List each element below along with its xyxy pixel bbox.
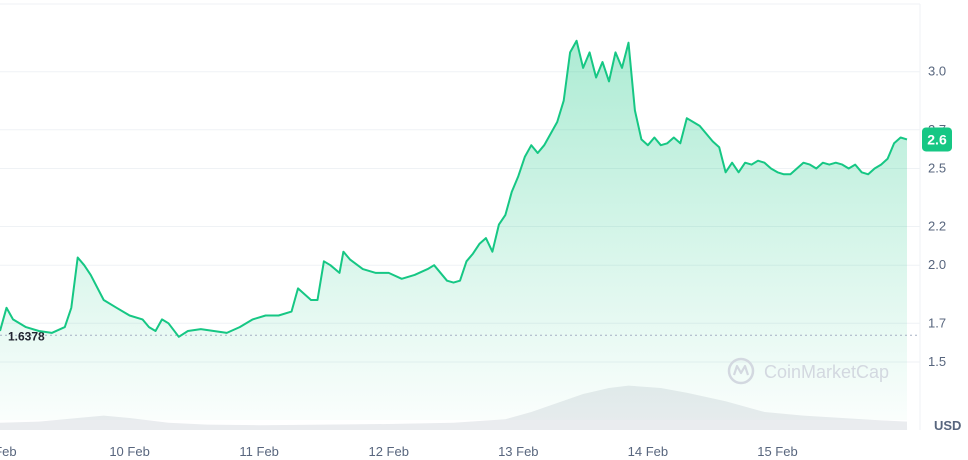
y-tick-label: 1.5 <box>928 354 946 369</box>
price-area-shape <box>0 40 907 421</box>
coinmarketcap-logo-icon <box>727 357 755 385</box>
watermark-text: CoinMarketCap <box>764 362 889 382</box>
x-tick-label: 15 Feb <box>757 444 797 459</box>
price-line <box>0 39 908 338</box>
watermark: CoinMarketCap <box>727 357 889 385</box>
price-line-layer <box>0 39 908 338</box>
x-tick-label: 10 Feb <box>109 444 149 459</box>
price-badge-label: 2.6 <box>927 131 947 147</box>
x-tick-label: 13 Feb <box>498 444 538 459</box>
x-tick-label: 9 Feb <box>0 444 17 459</box>
baseline-label: 1.6378 <box>8 329 45 343</box>
price-badge-bg <box>922 127 952 152</box>
x-tick-label: 12 Feb <box>368 444 408 459</box>
y-tick-label: 2.0 <box>928 257 946 272</box>
x-axis: 9 Feb 10 Feb 11 Feb 12 Feb 13 Feb 14 Feb 15 Fe… <box>0 444 798 459</box>
y-tick-label: 3.0 <box>928 64 946 79</box>
price-area-fill <box>0 40 907 421</box>
currency-label: USD <box>934 418 961 433</box>
x-tick-label: 11 Feb <box>239 444 279 459</box>
y-tick-label: 2.2 <box>928 219 946 234</box>
y-axis: 1.51.72.02.22.52.73.0 <box>928 64 946 369</box>
baseline-marker: 1.6378 <box>0 329 920 343</box>
y-tick-label: 1.7 <box>928 315 946 330</box>
x-tick-label: 14 Feb <box>628 444 668 459</box>
y-tick-label: 2.5 <box>928 160 946 175</box>
current-price-badge: 2.6 <box>922 127 952 152</box>
